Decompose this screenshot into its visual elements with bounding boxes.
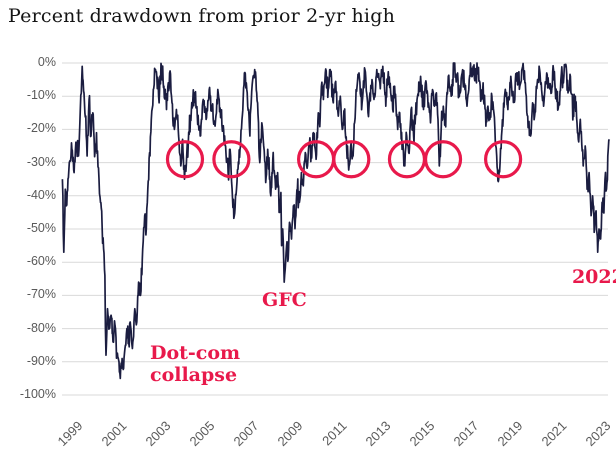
y-axis-tick-label: -100% [19,387,56,401]
annotation-dotcom-collapse: Dot-com collapse [150,341,241,386]
dip-highlight-circle [484,140,523,179]
drawdown-line [61,62,611,380]
dip-highlight-circle [423,140,463,179]
y-axis-tick-label: 0% [37,55,56,69]
y-axis-tick-label: -60% [26,254,56,269]
y-axis-tick-label: -70% [26,287,56,302]
annotation-gfc: GFC [261,288,307,311]
dip-highlight-circle [332,140,371,179]
annotation-2022: 2022 [571,265,616,288]
dip-highlight-circle [387,140,427,179]
y-axis-tick-label: -30% [26,154,56,169]
y-axis-tick-label: -80% [26,320,56,335]
y-axis-tick-label: -40% [26,187,56,202]
dip-highlight-circle [165,140,205,179]
dip-highlight-circle [212,140,251,179]
y-axis-tick-label: -50% [26,221,56,235]
chart-title: Percent drawdown from prior 2-yr high [8,5,396,27]
y-axis-tick-label: -10% [26,88,56,103]
y-axis-tick-label: -20% [26,121,56,136]
y-axis-tick-label: -90% [26,353,56,368]
